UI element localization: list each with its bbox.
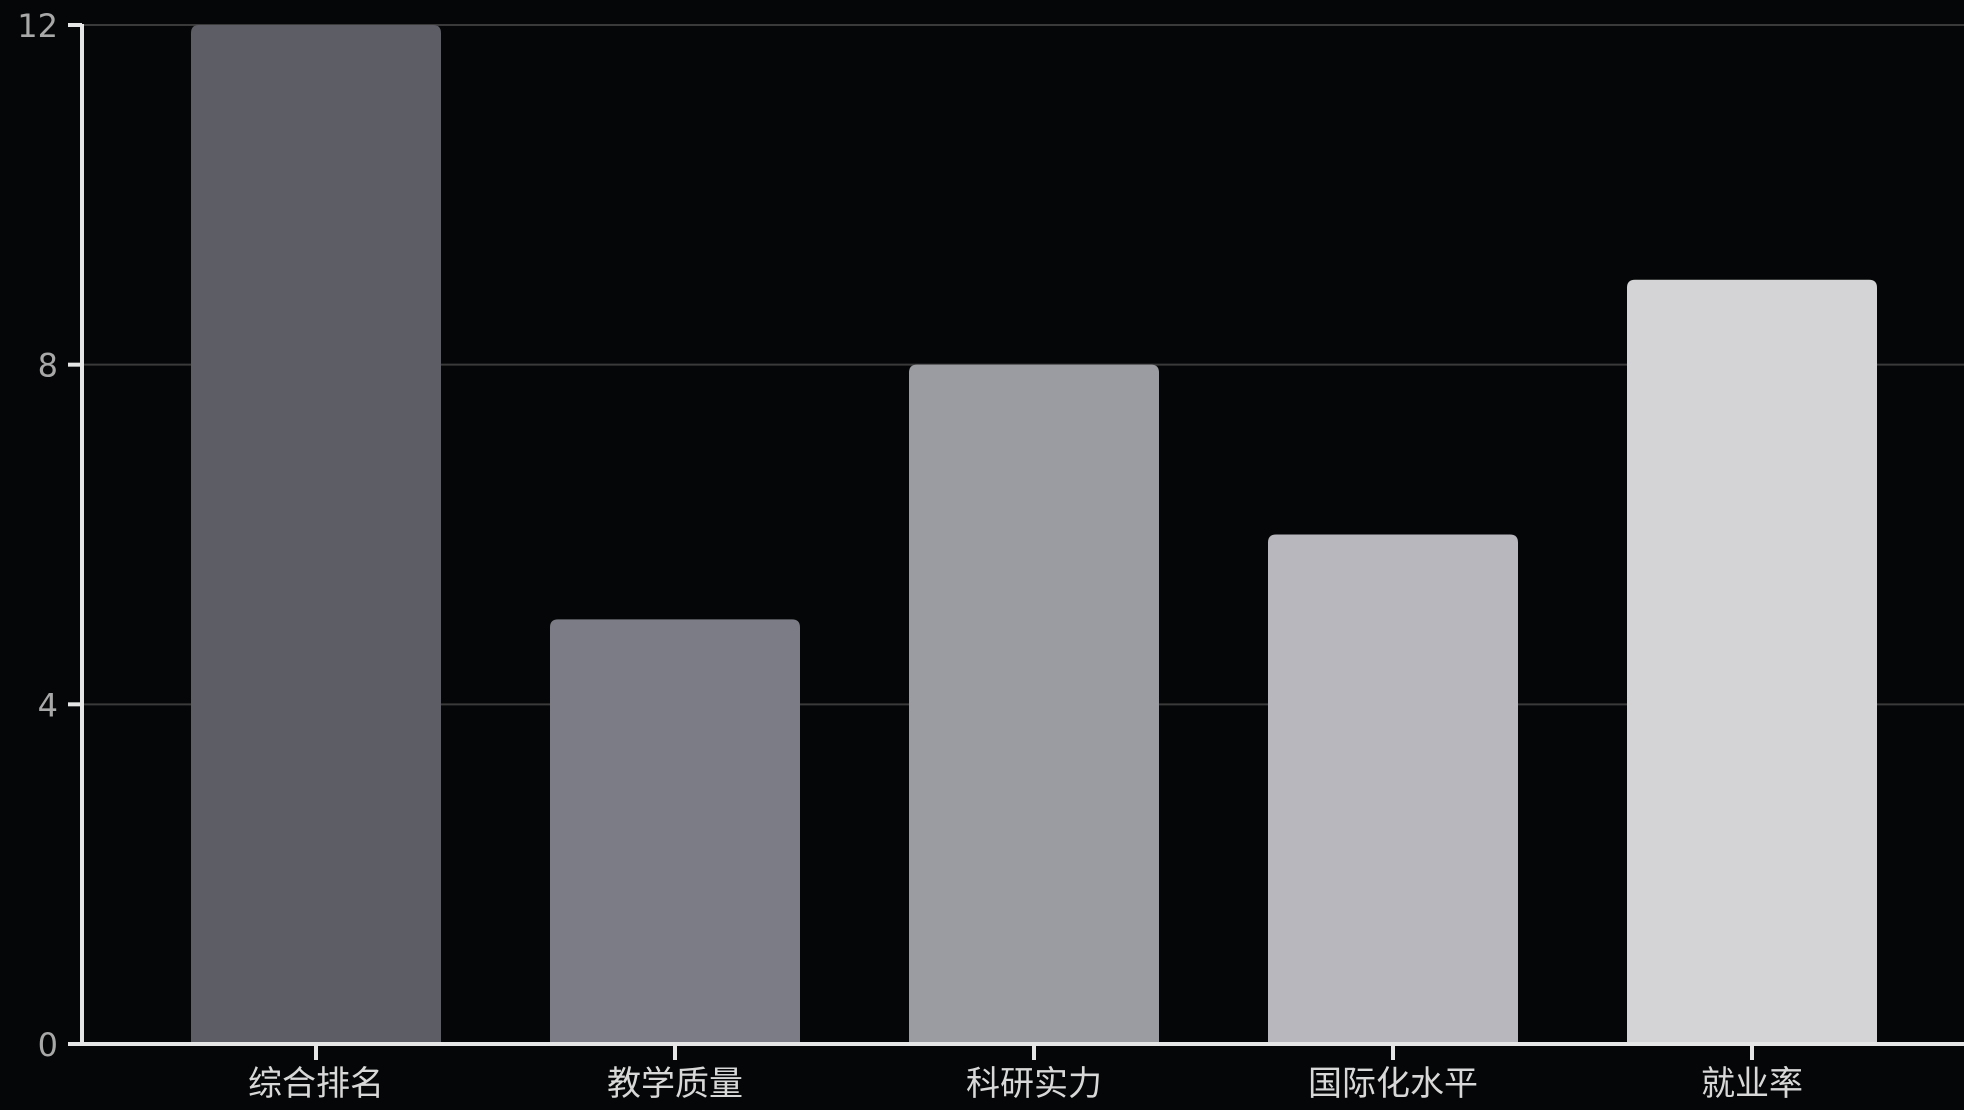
bar-5: [1627, 280, 1877, 1044]
x-tick-label-2: 教学质量: [607, 1064, 743, 1104]
y-tick-label-8: 8: [38, 347, 58, 385]
bar-4: [1268, 535, 1518, 1045]
x-tick-label-5: 就业率: [1701, 1064, 1803, 1104]
x-tick-label-1: 综合排名: [248, 1064, 384, 1104]
y-tick-label-0: 0: [38, 1026, 58, 1064]
x-tick-label-3: 科研实力: [966, 1064, 1102, 1104]
bars: [191, 25, 1877, 1044]
y-tick-label-12: 12: [17, 7, 58, 45]
bar-1: [191, 25, 441, 1044]
bar-2: [550, 619, 800, 1044]
bar-3: [909, 365, 1159, 1044]
x-tick-label-4: 国际化水平: [1308, 1064, 1478, 1104]
y-tick-label-4: 4: [38, 686, 58, 724]
